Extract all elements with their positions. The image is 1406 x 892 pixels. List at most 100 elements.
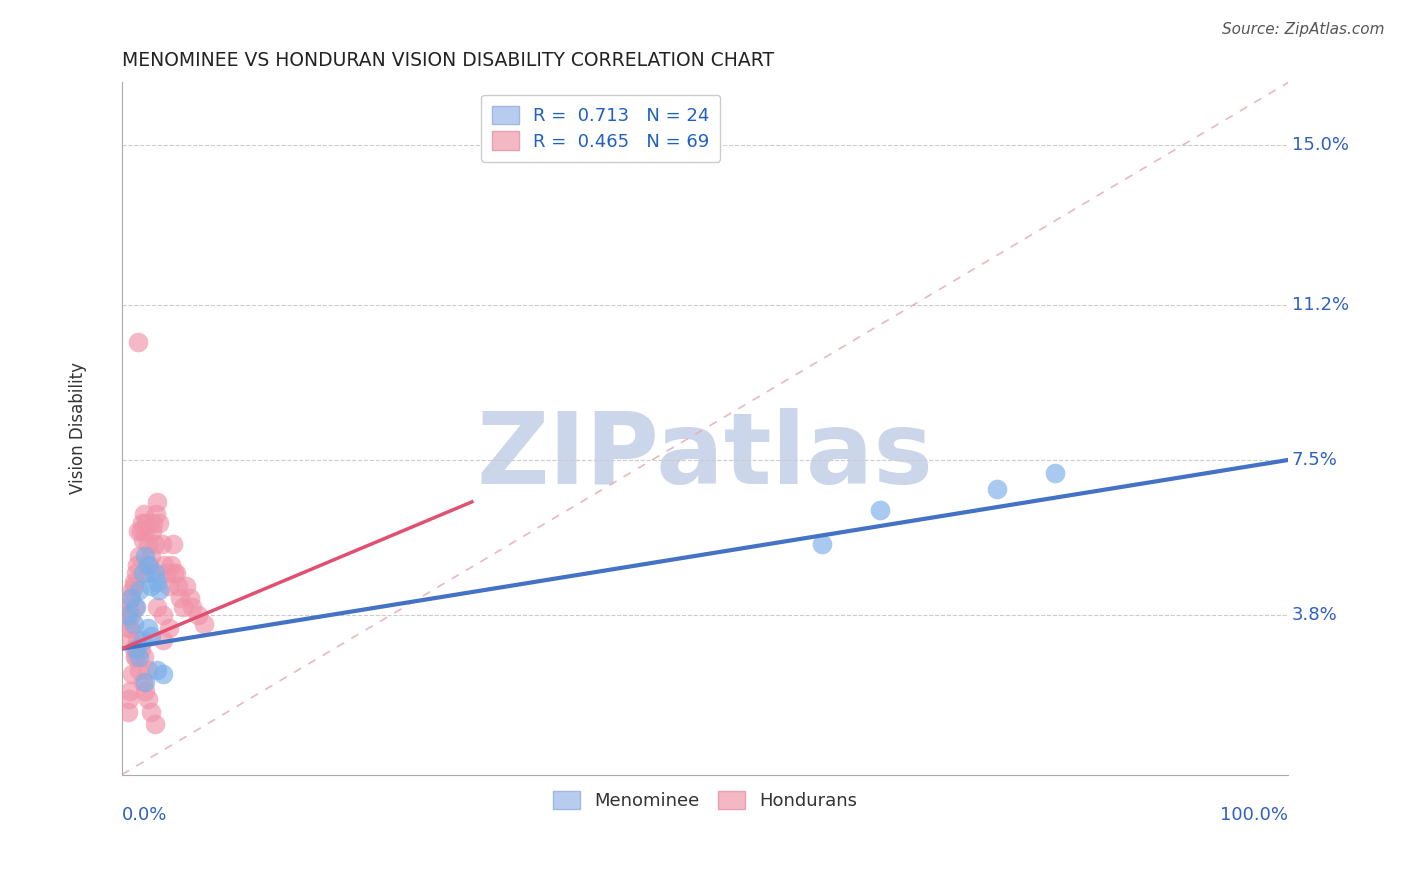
Point: [120, 591, 142, 606]
Text: ZIPatlas: ZIPatlas: [477, 408, 934, 505]
Point: [187, 608, 209, 623]
Point: [986, 483, 1008, 497]
Point: [121, 666, 143, 681]
Point: [134, 675, 156, 690]
Point: [141, 524, 163, 539]
Point: [143, 566, 166, 581]
Point: [132, 633, 155, 648]
Point: [136, 621, 159, 635]
Point: [139, 566, 162, 581]
Point: [131, 516, 153, 530]
Point: [142, 516, 165, 530]
Point: [150, 537, 173, 551]
Point: [134, 549, 156, 564]
Point: [122, 616, 145, 631]
Point: [148, 516, 170, 530]
Point: [193, 616, 215, 631]
Point: [136, 692, 159, 706]
Text: Vision Disability: Vision Disability: [69, 362, 87, 494]
Point: [122, 579, 145, 593]
Text: 100.0%: 100.0%: [1220, 805, 1288, 823]
Text: Source: ZipAtlas.com: Source: ZipAtlas.com: [1222, 22, 1385, 37]
Point: [127, 524, 149, 539]
Point: [136, 663, 159, 677]
Point: [153, 558, 176, 572]
Point: [143, 537, 166, 551]
Point: [132, 508, 155, 522]
Point: [132, 650, 155, 665]
Point: [179, 591, 201, 606]
Point: [134, 683, 156, 698]
Point: [117, 705, 139, 719]
Point: [127, 558, 149, 572]
Point: [152, 608, 174, 623]
Point: [124, 599, 146, 614]
Point: [139, 629, 162, 643]
Point: [136, 558, 159, 572]
Point: [118, 621, 141, 635]
Point: [146, 599, 169, 614]
Point: [162, 537, 184, 551]
Point: [127, 633, 149, 648]
Point: [120, 621, 142, 635]
Point: [125, 599, 148, 614]
Point: [128, 549, 150, 564]
Point: [145, 508, 167, 522]
Text: 7.5%: 7.5%: [1292, 451, 1337, 469]
Point: [117, 608, 139, 623]
Point: [139, 579, 162, 593]
Point: [132, 566, 155, 581]
Point: [121, 582, 143, 597]
Point: [120, 683, 142, 698]
Point: [127, 335, 149, 350]
Point: [152, 666, 174, 681]
Point: [811, 537, 834, 551]
Point: [128, 582, 150, 597]
Point: [157, 579, 180, 593]
Point: [143, 717, 166, 731]
Point: [124, 650, 146, 665]
Point: [139, 549, 162, 564]
Point: [129, 641, 152, 656]
Point: [122, 574, 145, 589]
Point: [152, 633, 174, 648]
Point: [118, 692, 141, 706]
Point: [155, 566, 177, 581]
Point: [163, 566, 186, 581]
Point: [160, 558, 183, 572]
Point: [125, 566, 148, 581]
Point: [122, 641, 145, 656]
Point: [132, 533, 155, 547]
Point: [146, 495, 169, 509]
Point: [120, 633, 142, 648]
Text: 0.0%: 0.0%: [122, 805, 167, 823]
Text: 15.0%: 15.0%: [1292, 136, 1348, 154]
Point: [169, 591, 191, 606]
Point: [157, 621, 180, 635]
Point: [139, 705, 162, 719]
Point: [125, 641, 148, 656]
Point: [136, 537, 159, 551]
Text: MENOMINEE VS HONDURAN VISION DISABILITY CORRELATION CHART: MENOMINEE VS HONDURAN VISION DISABILITY …: [122, 51, 775, 70]
Point: [869, 503, 891, 517]
Point: [174, 579, 197, 593]
Text: 11.2%: 11.2%: [1292, 295, 1348, 314]
Point: [134, 524, 156, 539]
Point: [128, 663, 150, 677]
Point: [125, 650, 148, 665]
Point: [132, 675, 155, 690]
Point: [146, 663, 169, 677]
Legend: Menominee, Hondurans: Menominee, Hondurans: [546, 784, 865, 817]
Point: [138, 558, 160, 572]
Point: [135, 516, 157, 530]
Point: [181, 599, 204, 614]
Point: [128, 650, 150, 665]
Point: [146, 574, 169, 589]
Point: [120, 591, 142, 606]
Point: [148, 582, 170, 597]
Point: [114, 608, 136, 623]
Point: [172, 599, 194, 614]
Point: [129, 524, 152, 539]
Point: [120, 608, 142, 623]
Point: [1043, 466, 1066, 480]
